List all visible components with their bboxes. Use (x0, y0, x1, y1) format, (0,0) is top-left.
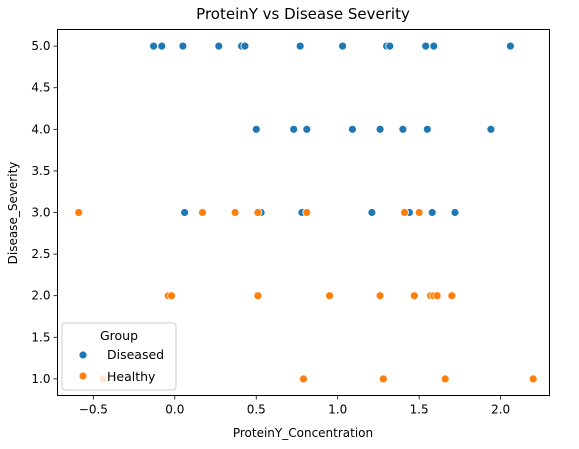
chart-title: ProteinY vs Disease Severity (196, 5, 410, 23)
x-tick-label: 0.0 (165, 403, 184, 417)
point-healthy (167, 291, 176, 301)
y-tick-label: 4.5 (31, 81, 50, 95)
legend-box (61, 322, 177, 391)
point-diseased (302, 124, 312, 134)
point-diseased (429, 41, 439, 51)
point-diseased (178, 41, 188, 51)
point-diseased (149, 41, 159, 51)
point-healthy (440, 374, 450, 384)
y-tick-label: 5.0 (31, 39, 50, 53)
legend-label-diseased: Diseased (107, 347, 164, 362)
point-diseased (338, 41, 348, 51)
y-tick-label: 1.5 (31, 330, 50, 344)
point-diseased (251, 124, 261, 134)
point-healthy (378, 374, 388, 384)
point-diseased (422, 124, 432, 134)
legend-title: Group (100, 328, 138, 343)
point-diseased (385, 41, 395, 51)
point-diseased (375, 124, 385, 134)
point-healthy (299, 374, 308, 384)
point-healthy (253, 291, 263, 301)
point-healthy (432, 291, 442, 301)
point-healthy (253, 208, 263, 217)
y-tick-label: 1.0 (31, 372, 50, 386)
point-diseased (157, 41, 167, 51)
point-diseased (289, 124, 299, 134)
x-tick-label: 1.5 (410, 403, 429, 417)
point-diseased (486, 124, 496, 134)
point-healthy (375, 291, 385, 301)
x-axis: −0.5 0.0 0.5 1.0 1.5 2.0 (79, 395, 510, 417)
x-tick-label: 1.0 (328, 403, 347, 417)
point-healthy (409, 291, 419, 301)
legend-marker-diseased (78, 350, 88, 360)
point-healthy (400, 208, 409, 217)
x-tick-label: 0.5 (247, 403, 266, 417)
point-diseased (421, 41, 431, 51)
y-tick-label: 2.5 (31, 247, 50, 261)
point-healthy (198, 208, 207, 217)
point-diseased (427, 208, 437, 217)
point-healthy (302, 208, 312, 217)
y-tick-label: 4.0 (31, 122, 50, 136)
legend-label-healthy: Healthy (107, 369, 156, 384)
point-diseased (214, 41, 224, 51)
point-diseased (240, 41, 250, 51)
y-tick-label: 3.5 (31, 164, 50, 178)
point-diseased (295, 41, 305, 51)
point-diseased (347, 124, 357, 134)
y-axis: 1.0 1.5 2.0 2.5 3.0 3.5 4.0 4.5 5.0 (31, 39, 58, 386)
x-tick-label: 2.0 (491, 403, 510, 417)
point-healthy (414, 208, 424, 217)
x-tick-label: −0.5 (79, 403, 108, 417)
point-healthy (325, 291, 335, 301)
legend-marker-healthy (78, 371, 88, 381)
point-diseased (398, 124, 408, 134)
point-diseased (450, 208, 460, 217)
point-healthy (230, 208, 240, 217)
point-diseased (180, 208, 190, 217)
point-healthy (74, 208, 84, 217)
point-diseased (367, 208, 377, 217)
point-diseased (505, 41, 515, 51)
x-axis-label: ProteinY_Concentration (233, 426, 373, 440)
point-healthy (447, 291, 457, 301)
legend: Group Diseased Healthy (61, 322, 177, 391)
y-tick-label: 2.0 (31, 289, 50, 303)
y-axis-label: Disease_Severity (6, 162, 20, 265)
point-healthy (528, 374, 538, 384)
y-tick-label: 3.0 (31, 206, 50, 220)
